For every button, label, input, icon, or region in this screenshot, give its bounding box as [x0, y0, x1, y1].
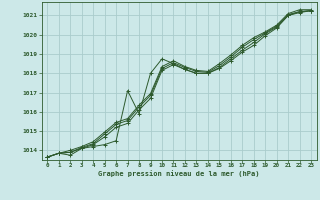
X-axis label: Graphe pression niveau de la mer (hPa): Graphe pression niveau de la mer (hPa) — [99, 171, 260, 177]
